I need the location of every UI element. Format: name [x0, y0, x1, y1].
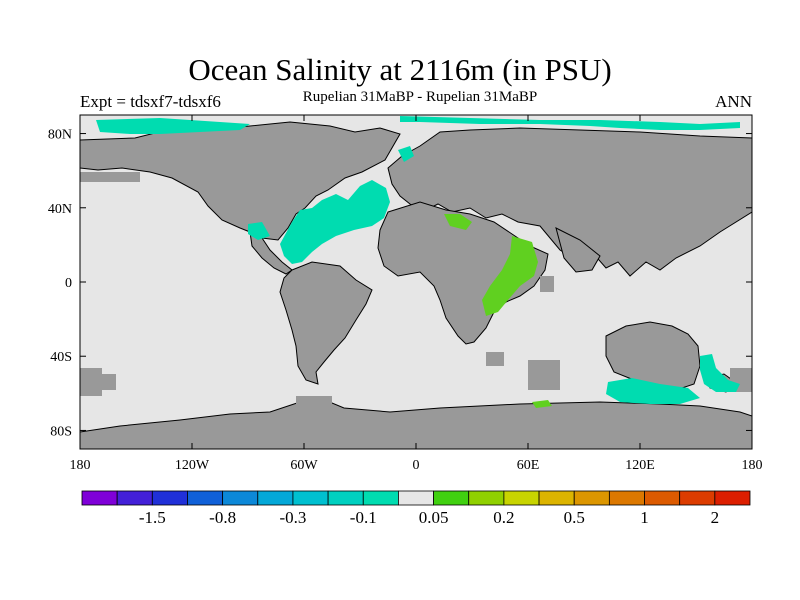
- southern-indian-anomaly: [532, 400, 552, 408]
- north-atlantic-anomaly: [280, 180, 390, 264]
- africa-arabia: [377, 201, 549, 345]
- colorbar-swatch: [398, 490, 434, 506]
- colorbar-label: -0.8: [209, 508, 236, 527]
- tasman-anomaly: [700, 354, 740, 392]
- arctic-anomaly-west: [96, 118, 250, 134]
- south-america: [279, 261, 373, 385]
- colorbar-swatch: [151, 490, 188, 506]
- y-tick-label: 40N: [48, 202, 72, 217]
- plot-subtitle: Rupelian 31MaBP - Rupelian 31MaBP: [302, 89, 538, 105]
- y-tick-label: 80S: [50, 424, 72, 439]
- mediterranean-anomaly: [444, 214, 472, 230]
- colorbar-swatch: [257, 490, 294, 506]
- eurasia: [387, 127, 752, 277]
- colorbar-label: 0.2: [493, 508, 514, 527]
- y-tick-label: 0: [65, 276, 72, 291]
- experiment-label: Expt = tdsxf7-tdsxf6: [80, 92, 221, 111]
- east-africa-anomaly: [482, 236, 538, 316]
- colorbar-swatch: [468, 490, 505, 506]
- plot-title: Ocean Salinity at 2116m (in PSU): [188, 52, 612, 87]
- season-label: ANN: [715, 92, 752, 111]
- anomaly-patches: [96, 116, 740, 408]
- colorbar-label: -1.5: [139, 508, 166, 527]
- land-mask-cells: [80, 172, 752, 410]
- y-tick-label: 40S: [50, 350, 72, 365]
- colorbar-label: 0.5: [564, 508, 585, 527]
- colorbar-label: -0.3: [279, 508, 306, 527]
- arctic-anomaly-east: [400, 116, 740, 130]
- colorbar-swatch: [362, 490, 399, 506]
- south-indian-anomaly: [606, 378, 700, 404]
- colorbar-swatch: [503, 490, 540, 506]
- australia: [605, 321, 701, 391]
- colorbar-swatch: [81, 490, 118, 506]
- colorbar-label: 0.05: [419, 508, 449, 527]
- colorbar-swatch: [644, 490, 681, 506]
- x-tick-label: 120W: [175, 458, 210, 473]
- colorbar-swatch: [573, 490, 610, 506]
- antarctica: [80, 397, 752, 449]
- x-tick-label: 180: [70, 458, 91, 473]
- y-tick-label: 80N: [48, 128, 72, 143]
- x-tick-label: 120E: [625, 458, 655, 473]
- x-tick-label: 60W: [290, 458, 318, 473]
- colorbar-labels: -1.5 -0.8 -0.3 -0.1 0.05 0.2 0.5 1 2: [139, 508, 719, 527]
- colorbar-swatch: [679, 490, 716, 506]
- x-tick-label: 180: [742, 458, 763, 473]
- colorbar-swatch: [222, 490, 259, 506]
- map-area: [80, 115, 752, 449]
- colorbar-swatch: [187, 490, 224, 506]
- colorbar: [81, 490, 751, 506]
- caribbean-anomaly: [248, 222, 270, 240]
- colorbar-label: 1: [640, 508, 649, 527]
- colorbar-swatch: [116, 490, 153, 506]
- x-tick-label: 0: [413, 458, 420, 473]
- labrador-anomaly: [398, 146, 414, 162]
- x-tick-label: 60E: [517, 458, 540, 473]
- india-asia-block: [555, 227, 601, 273]
- colorbar-swatch: [538, 490, 575, 506]
- colorbar-swatch: [608, 490, 645, 506]
- colorbar-swatch: [714, 490, 751, 506]
- colorbar-label: -0.1: [350, 508, 377, 527]
- colorbar-swatch: [292, 490, 329, 506]
- colorbar-swatch: [327, 490, 364, 506]
- y-axis: 80N 40N 0 40S 80S: [48, 128, 752, 439]
- x-axis: 180 120W 60W 0 60E 120E 180: [70, 115, 763, 473]
- colorbar-swatch: [433, 490, 470, 506]
- central-america: [249, 231, 293, 275]
- colorbar-label: 2: [711, 508, 720, 527]
